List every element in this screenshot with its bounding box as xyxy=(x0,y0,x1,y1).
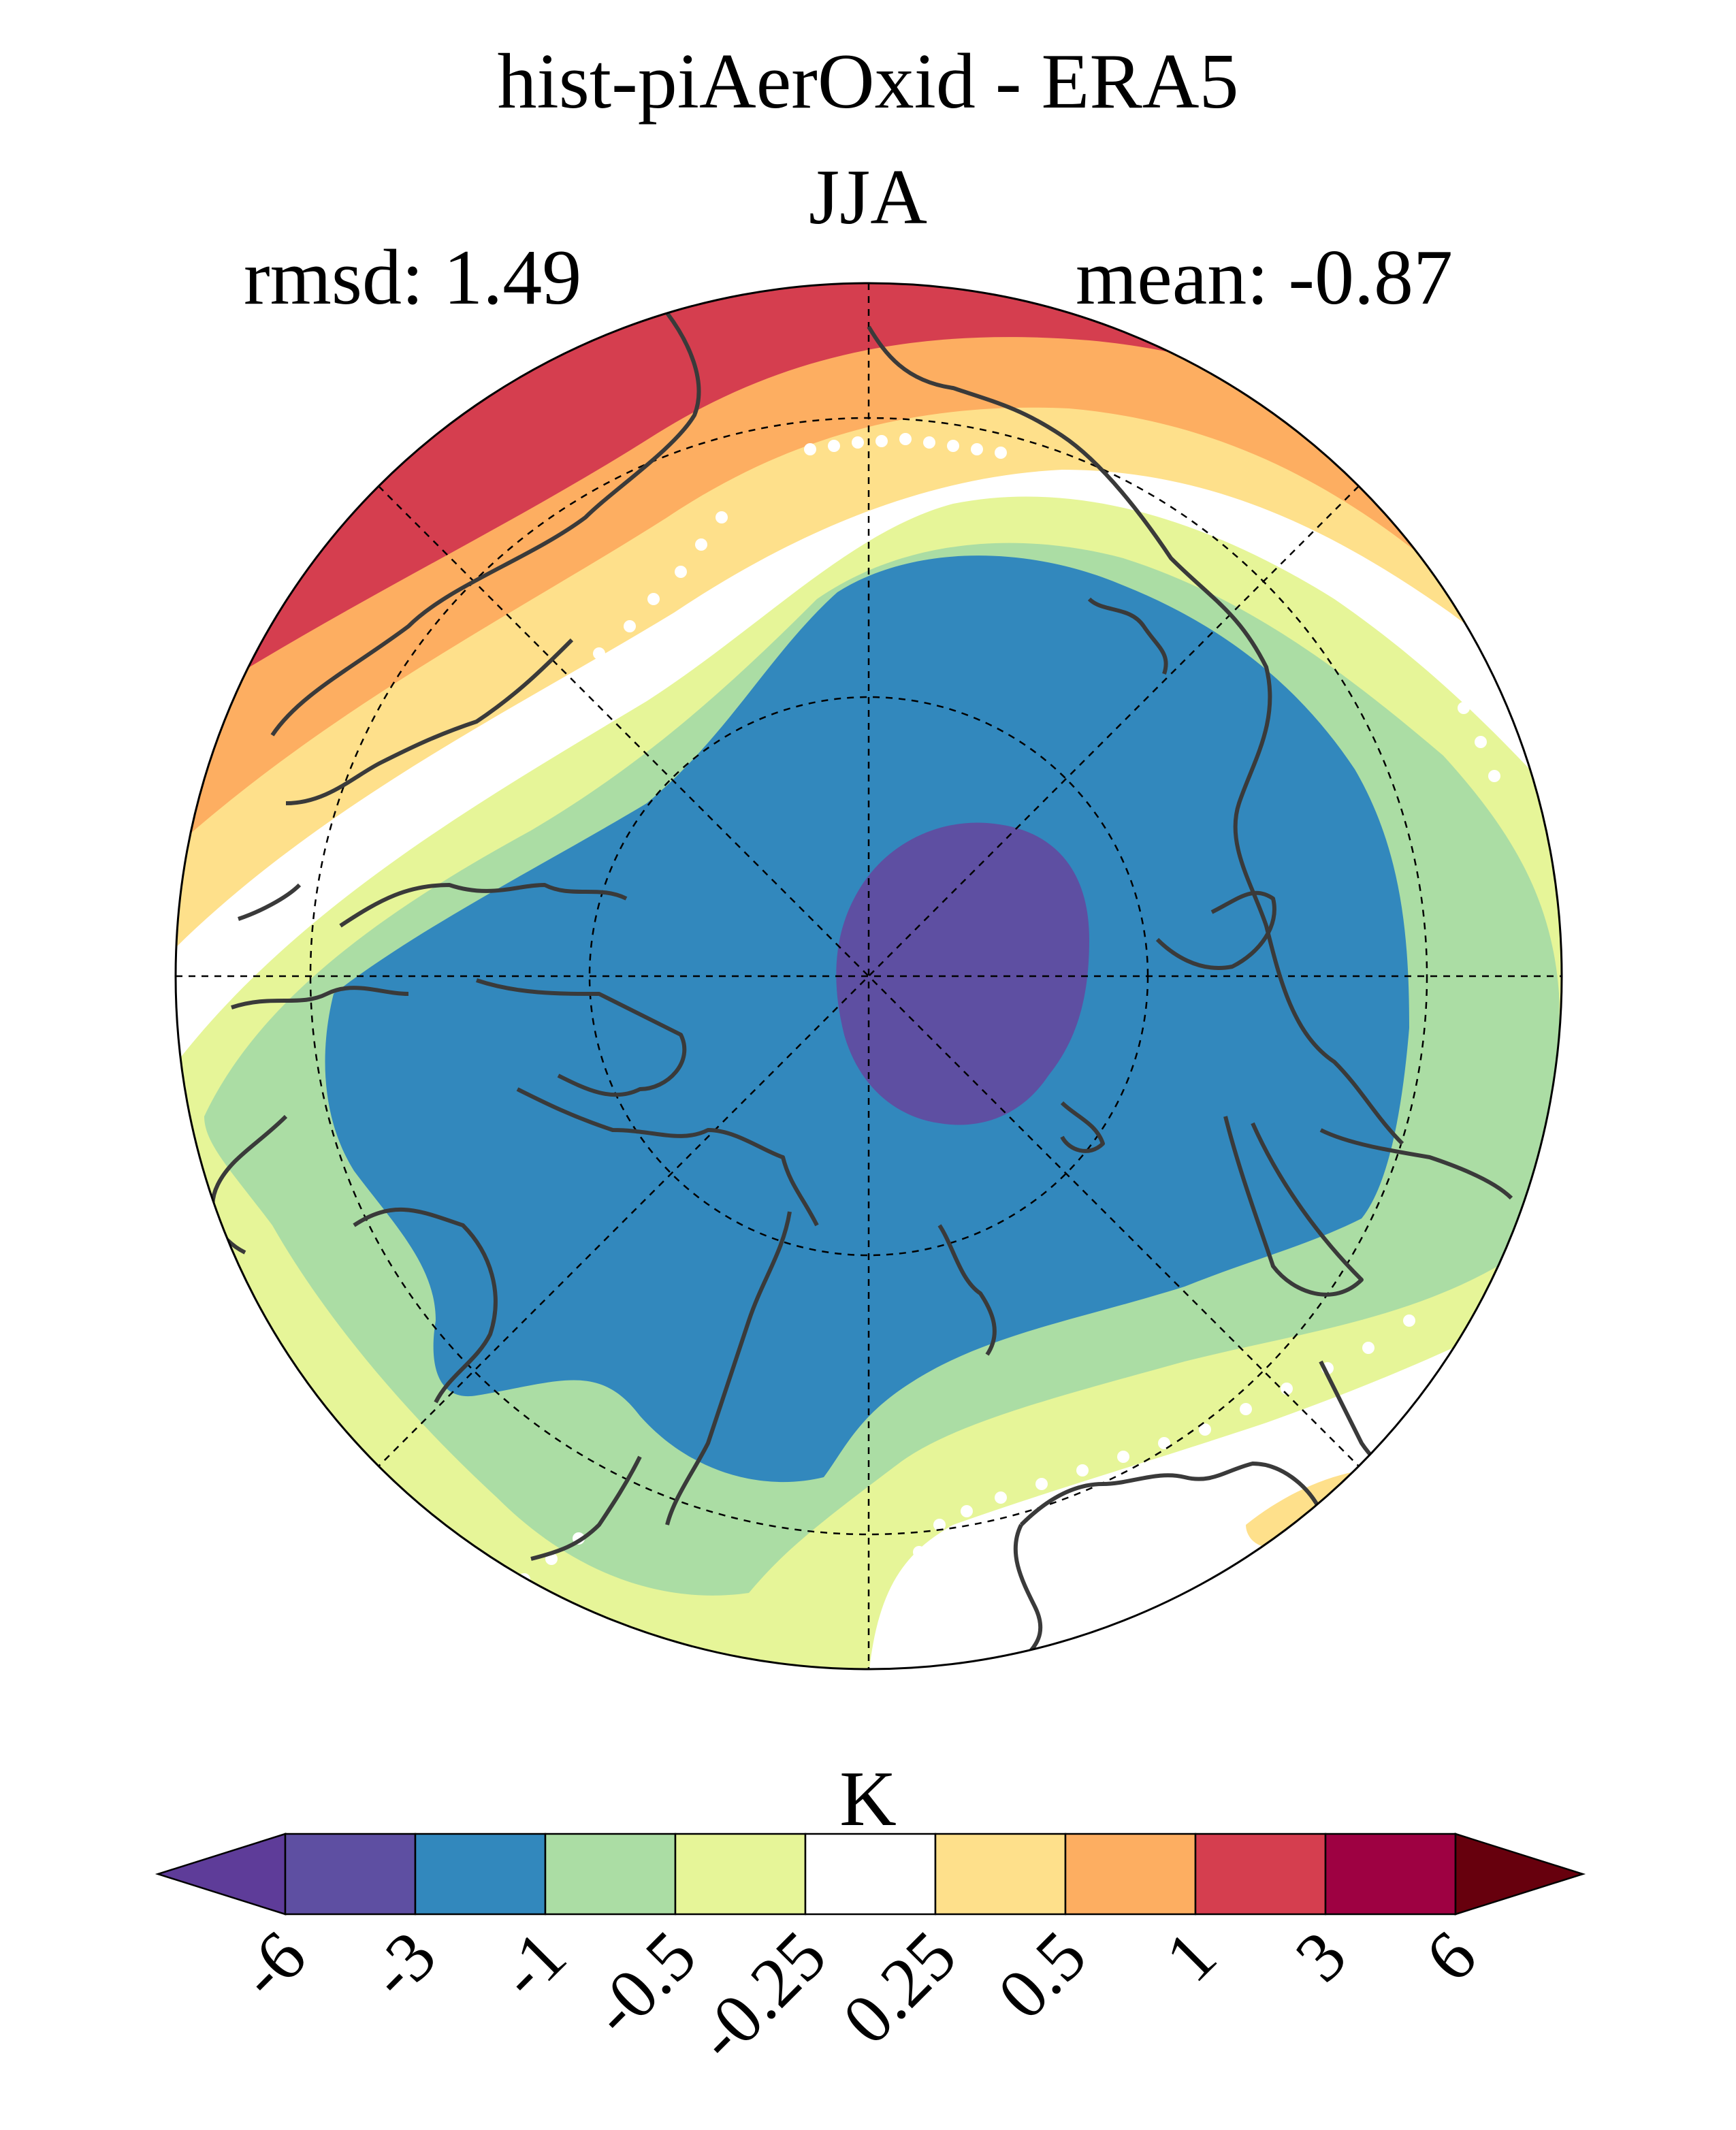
tick-label: -6 xyxy=(224,1916,321,2014)
colorbar-bin-1 xyxy=(284,1833,417,1916)
region-slight-warm-patch xyxy=(1246,1470,1362,1547)
tick-label: 6 xyxy=(1411,1916,1491,1997)
colorbar-extend-high xyxy=(1454,1833,1586,1916)
tick-label: 3 xyxy=(1281,1916,1361,1997)
tick-label: -1 xyxy=(484,1916,581,2014)
tick-label: 0.25 xyxy=(828,1916,971,2059)
tick-label: 0.5 xyxy=(983,1916,1101,2034)
colorbar-bin-2 xyxy=(414,1833,547,1916)
map-border xyxy=(174,282,1563,1671)
colorbar-bin-6 xyxy=(934,1833,1067,1916)
season-label: JJA xyxy=(808,154,928,241)
stippling xyxy=(348,433,1500,1653)
colorbar-unit-label: K xyxy=(839,1756,897,1843)
map-title: hist-piAerOxid - ERA5 xyxy=(497,38,1239,125)
colorbar-tick-labels: -6 -3 -1 -0.5 -0.25 0.25 0.5 1 3 6 xyxy=(224,1916,1492,2076)
mean-label: mean: -0.87 xyxy=(1076,234,1453,321)
colorbar-bin-3 xyxy=(544,1833,677,1916)
tick-label: -3 xyxy=(354,1916,451,2014)
tick-label: 1 xyxy=(1151,1916,1231,1997)
tick-label: -0.25 xyxy=(681,1916,841,2076)
graticule xyxy=(176,283,1562,1669)
region-strong-cold xyxy=(836,822,1089,1125)
colorbar-bin-8 xyxy=(1194,1833,1327,1916)
coastlines xyxy=(210,312,1513,1663)
colorbar-bin-7 xyxy=(1064,1833,1197,1916)
colorbar-extend-low xyxy=(155,1833,287,1916)
colorbar-bin-9 xyxy=(1324,1833,1457,1916)
colorbar xyxy=(155,1833,1586,1916)
colorbar-bin-5 xyxy=(804,1833,937,1916)
rmsd-label: rmsd: 1.49 xyxy=(244,234,582,321)
colorbar-bin-4 xyxy=(674,1833,807,1916)
